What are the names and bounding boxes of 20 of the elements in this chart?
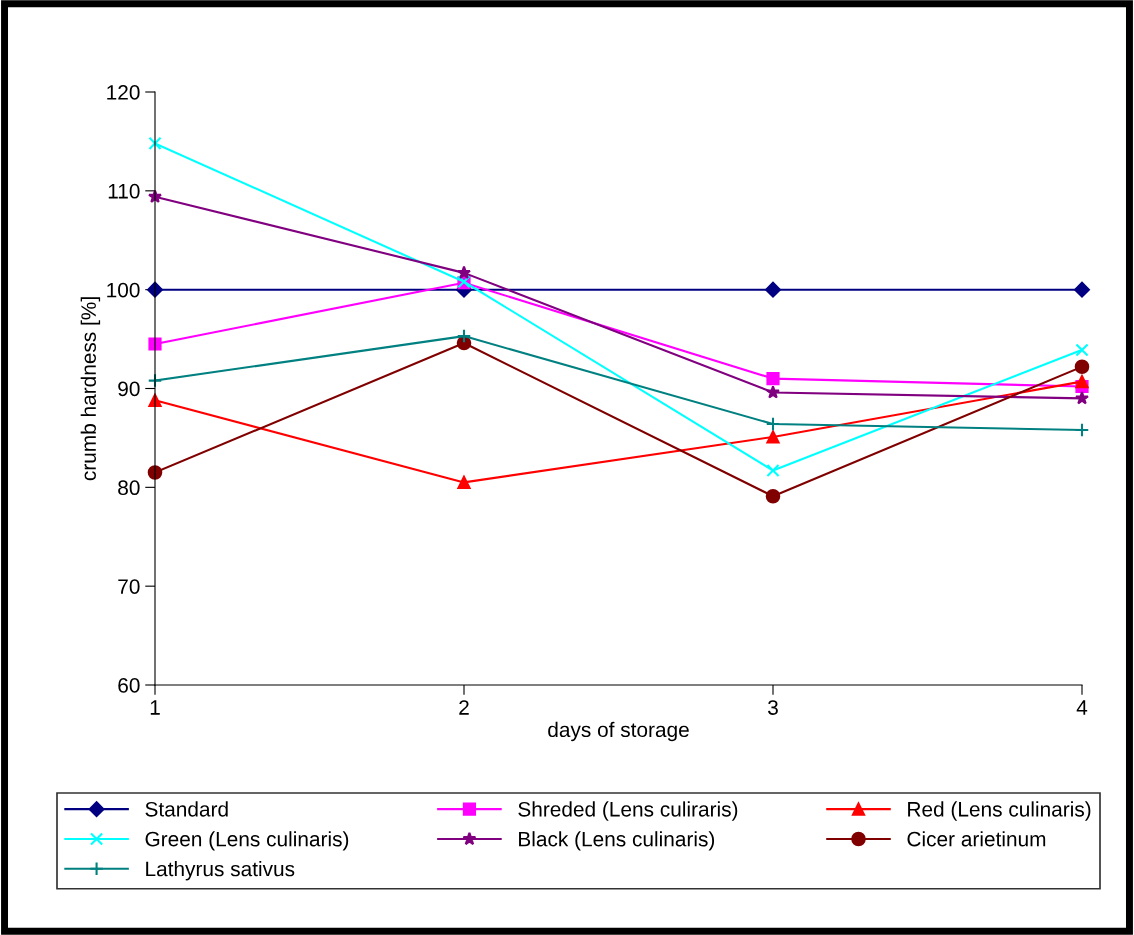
x-tick-label: 3 [768, 700, 778, 715]
x-tick-label: 4 [1076, 700, 1088, 715]
y-tick-label: 80 [118, 480, 140, 496]
legend-label: Green (Lens culinaris) [145, 831, 349, 851]
y-tick-label: 100 [107, 282, 140, 298]
x-tick-label: 1 [150, 700, 160, 715]
y-tick-label: 120 [107, 85, 140, 100]
y-tick-label: 70 [118, 579, 140, 594]
legend-label: Red (Lens culinaris) [908, 801, 1091, 821]
legend-label: Standard [145, 801, 228, 817]
y-tick-label: 90 [118, 381, 140, 397]
x-axis-title: days of storage [548, 721, 689, 742]
x-tick-label: 2 [459, 700, 469, 715]
legend-label: Lathyrus sativus [146, 861, 295, 881]
legend-label: Black (Lens culinaris) [519, 831, 715, 851]
y-axis-title: crumb hardness [%] [80, 297, 101, 481]
legend-label: Shreded (Lens culiraris) [518, 801, 738, 821]
legend-label: Cicer arietinum [907, 831, 1046, 847]
y-tick-label: 110 [108, 183, 140, 199]
y-tick-label: 60 [118, 678, 140, 693]
